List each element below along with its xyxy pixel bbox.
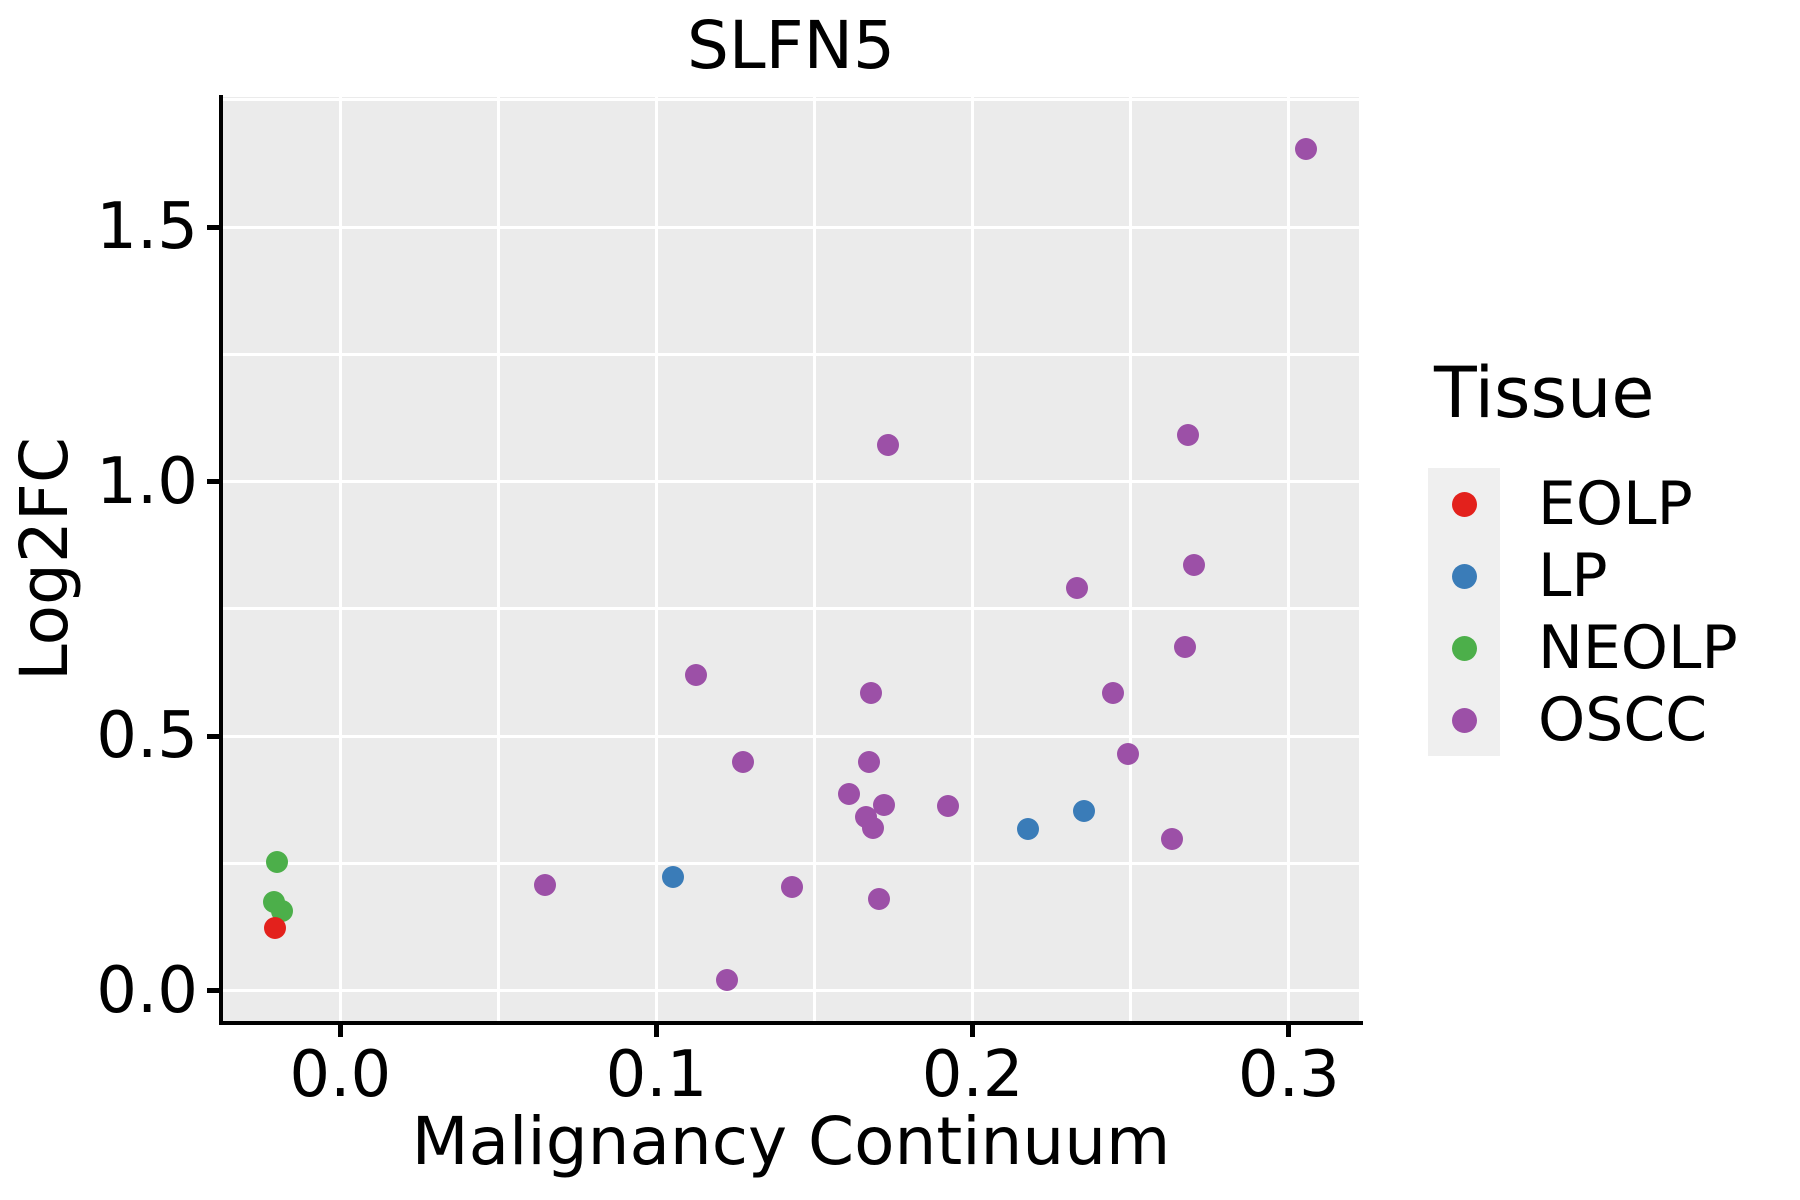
data-point-lp bbox=[1016, 817, 1039, 840]
grid-line-vertical bbox=[1287, 97, 1291, 1021]
x-tick-label: 0.1 bbox=[605, 1038, 708, 1112]
grid-line-vertical bbox=[496, 97, 500, 1021]
data-point-neolp bbox=[270, 900, 293, 923]
legend-item-label: LP bbox=[1538, 541, 1608, 611]
data-point-oscc bbox=[1102, 682, 1125, 705]
legend-key-swatch bbox=[1428, 540, 1500, 612]
data-point-oscc bbox=[1295, 138, 1318, 161]
legend-dot-neolp bbox=[1451, 635, 1477, 661]
x-tick-mark bbox=[337, 1025, 343, 1037]
grid-line-vertical bbox=[1129, 97, 1133, 1021]
legend-key-swatch bbox=[1428, 612, 1500, 684]
data-point-oscc bbox=[857, 750, 880, 773]
legend-key-swatch bbox=[1428, 468, 1500, 540]
grid-line-vertical bbox=[813, 97, 817, 1021]
data-point-oscc bbox=[859, 682, 882, 705]
data-point-oscc bbox=[838, 783, 861, 806]
x-tick-label: 0.2 bbox=[921, 1038, 1024, 1112]
y-tick-label: 0.0 bbox=[96, 953, 198, 1028]
grid-line-horizontal bbox=[223, 989, 1359, 993]
grid-line-vertical bbox=[971, 97, 975, 1021]
legend-item-lp: LP bbox=[1428, 540, 1800, 612]
data-point-oscc bbox=[1065, 577, 1088, 600]
y-axis-label: Log2FC bbox=[6, 437, 83, 681]
plot-panel bbox=[223, 97, 1359, 1021]
x-tick-label: 0.0 bbox=[289, 1038, 392, 1112]
y-tick-label: 1.5 bbox=[96, 190, 198, 265]
data-point-oscc bbox=[732, 751, 755, 774]
grid-line-vertical bbox=[338, 97, 342, 1021]
data-point-neolp bbox=[266, 851, 289, 874]
data-point-lp bbox=[1072, 799, 1095, 822]
data-point-eolp bbox=[264, 917, 287, 940]
legend-item-neolp: NEOLP bbox=[1428, 612, 1800, 684]
plot-title: SLFN5 bbox=[687, 7, 895, 84]
legend-item-oscc: OSCC bbox=[1428, 684, 1800, 756]
data-point-oscc bbox=[862, 817, 885, 840]
x-axis-spine bbox=[219, 1021, 1363, 1025]
grid-line-horizontal bbox=[223, 607, 1359, 611]
grid-line-horizontal bbox=[223, 352, 1359, 356]
y-tick-mark bbox=[207, 479, 219, 485]
data-point-oscc bbox=[1176, 423, 1199, 446]
legend: Tissue EOLP LP NEOLP OSCC bbox=[1428, 356, 1800, 756]
data-point-lp bbox=[661, 866, 684, 889]
y-tick-label: 0.5 bbox=[96, 699, 198, 774]
data-point-oscc bbox=[1182, 554, 1205, 577]
legend-dot-eolp bbox=[1451, 491, 1477, 517]
x-tick-mark bbox=[970, 1025, 976, 1037]
y-tick-label: 1.0 bbox=[96, 444, 198, 519]
y-tick-mark bbox=[207, 988, 219, 994]
legend-title: Tissue bbox=[1434, 352, 1655, 434]
legend-item-label: EOLP bbox=[1538, 469, 1693, 539]
y-tick-mark bbox=[207, 224, 219, 230]
legend-key-swatch bbox=[1428, 684, 1500, 756]
legend-items: EOLP LP NEOLP OSCC bbox=[1428, 468, 1800, 756]
x-axis-label: Malignancy Continuum bbox=[411, 1103, 1171, 1180]
legend-dot-oscc bbox=[1451, 707, 1477, 733]
legend-dot-lp bbox=[1451, 563, 1477, 589]
x-tick-mark bbox=[653, 1025, 659, 1037]
data-point-oscc bbox=[868, 888, 891, 911]
data-point-oscc bbox=[1174, 636, 1197, 659]
data-point-oscc bbox=[936, 794, 959, 817]
data-point-oscc bbox=[1161, 827, 1184, 850]
grid-line-horizontal bbox=[223, 480, 1359, 484]
data-point-oscc bbox=[873, 793, 896, 816]
legend-item-label: OSCC bbox=[1538, 685, 1708, 755]
grid-line-vertical bbox=[654, 97, 658, 1021]
x-tick-mark bbox=[1286, 1025, 1292, 1037]
data-point-oscc bbox=[533, 873, 556, 896]
data-point-oscc bbox=[715, 968, 738, 991]
data-point-oscc bbox=[877, 434, 900, 457]
y-tick-mark bbox=[207, 733, 219, 739]
legend-item-label: NEOLP bbox=[1538, 613, 1738, 683]
data-point-oscc bbox=[684, 663, 707, 686]
grid-line-horizontal bbox=[223, 225, 1359, 229]
grid-line-horizontal bbox=[223, 734, 1359, 738]
data-point-oscc bbox=[781, 875, 804, 898]
y-axis-spine bbox=[219, 95, 223, 1025]
data-point-oscc bbox=[1117, 742, 1140, 765]
grid-line-horizontal bbox=[223, 98, 1359, 102]
x-tick-label: 0.3 bbox=[1237, 1038, 1340, 1112]
grid-line-horizontal bbox=[223, 861, 1359, 865]
legend-item-eolp: EOLP bbox=[1428, 468, 1800, 540]
